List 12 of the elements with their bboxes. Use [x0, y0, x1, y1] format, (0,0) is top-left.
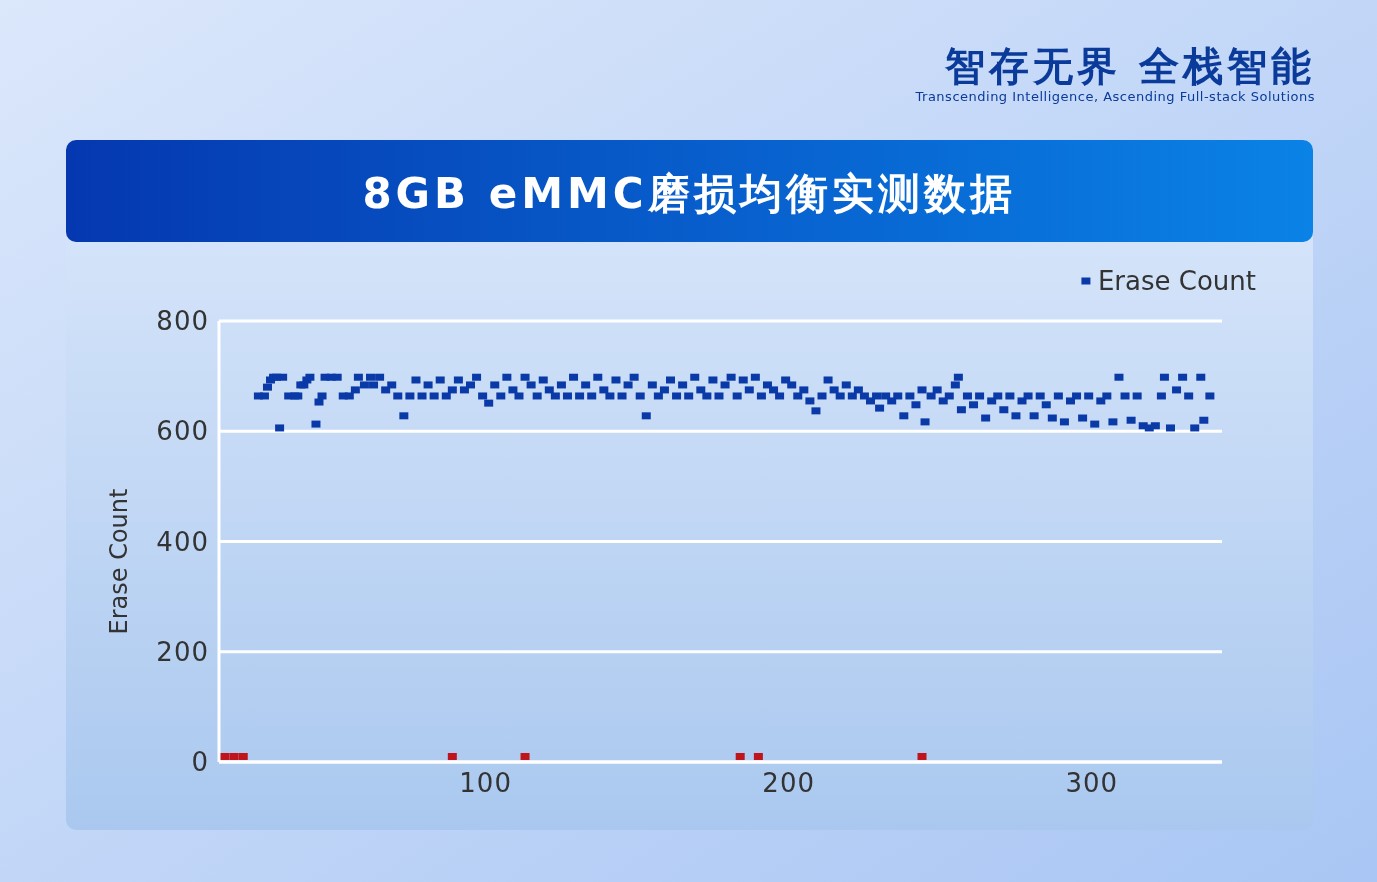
text: Transcending Intelligence, Ascending Full-stack Solutions — [914, 89, 1315, 104]
x-tick-label: 300 — [1065, 768, 1119, 798]
text: 智存无界 全栈智能 — [944, 43, 1315, 89]
y-tick-label: 0 — [191, 747, 209, 777]
chart-title: 8GB eMMC磨损均衡实测数据 — [362, 169, 1016, 218]
y-tick-label: 400 — [156, 526, 209, 557]
y-tick-label: 200 — [156, 636, 209, 667]
x-tick-label: 200 — [762, 768, 815, 798]
x-tick-label: 100 — [459, 768, 512, 798]
y-tick-label: 800 — [156, 306, 209, 336]
y-tick-label: 600 — [156, 416, 209, 447]
y-axis-title: Erase Count — [105, 488, 133, 635]
